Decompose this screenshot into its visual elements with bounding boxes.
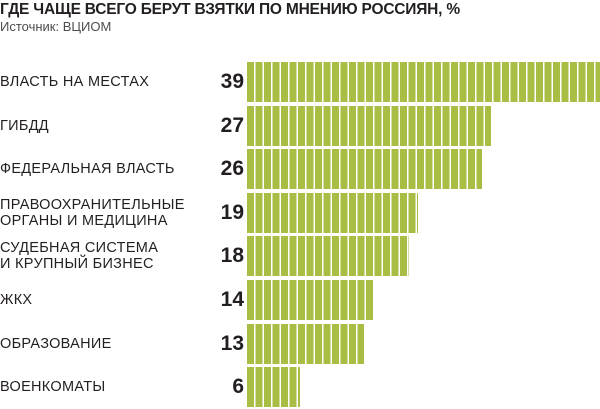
bar <box>246 280 374 320</box>
value-label: 13 <box>220 331 244 355</box>
category-label: ВОЕНКОМАТЫ <box>0 379 106 396</box>
value-label: 14 <box>220 288 244 311</box>
value-label: 6 <box>232 375 244 399</box>
category-label: ФЕДЕРАЛЬНАЯ ВЛАСТЬ <box>0 161 175 178</box>
category-label: ЖКХ <box>0 292 33 308</box>
bar <box>246 149 482 190</box>
bar-row: ОБРАЗОВАНИЕ 13 <box>0 322 600 366</box>
bar <box>246 62 600 102</box>
bar-rows: ВЛАСТЬ НА МЕСТАХ 39 ГИБДД 27 ФЕДЕРАЛЬНАЯ ВЛА… <box>0 60 600 408</box>
value-label: 27 <box>220 113 244 137</box>
bar <box>246 236 410 277</box>
value-label: 26 <box>220 157 244 181</box>
value-label: 19 <box>220 200 244 224</box>
bar <box>246 323 364 364</box>
category-label: ОБРАЗОВАНИЕ <box>0 335 112 352</box>
bar <box>246 105 492 146</box>
bar-row: ГИБДД 27 <box>0 104 600 148</box>
bar-row: ПРАВООХРАНИТЕЛЬНЫЕ ОРГАНЫ И МЕДИЦИНА 19 <box>0 191 600 235</box>
bar-row: ВОЕНКОМАТЫ 6 <box>0 365 600 409</box>
category-label: СУДЕБНАЯ СИСТЕМА И КРУПНЫЙ БИЗНЕС <box>0 240 159 273</box>
bar <box>246 367 301 408</box>
value-label: 39 <box>220 70 244 93</box>
chart-source: Источник: ВЦИОМ <box>0 19 112 34</box>
category-label: ПРАВООХРАНИТЕЛЬНЫЕ ОРГАНЫ И МЕДИЦИНА <box>0 196 185 229</box>
value-label: 18 <box>220 244 244 268</box>
category-label: ВЛАСТЬ НА МЕСТАХ <box>0 74 150 90</box>
bar-row: ФЕДЕРАЛЬНАЯ ВЛАСТЬ 26 <box>0 147 600 191</box>
bar <box>246 192 419 233</box>
bar-row: ЖКХ 14 <box>0 278 600 322</box>
chart-title: ГДЕ ЧАЩЕ ВСЕГО БЕРУТ ВЗЯТКИ ПО МНЕНИЮ РО… <box>0 1 460 18</box>
category-label: ГИБДД <box>0 117 49 134</box>
bar-row: ВЛАСТЬ НА МЕСТАХ 39 <box>0 60 600 104</box>
bar-row: СУДЕБНАЯ СИСТЕМА И КРУПНЫЙ БИЗНЕС 18 <box>0 234 600 278</box>
